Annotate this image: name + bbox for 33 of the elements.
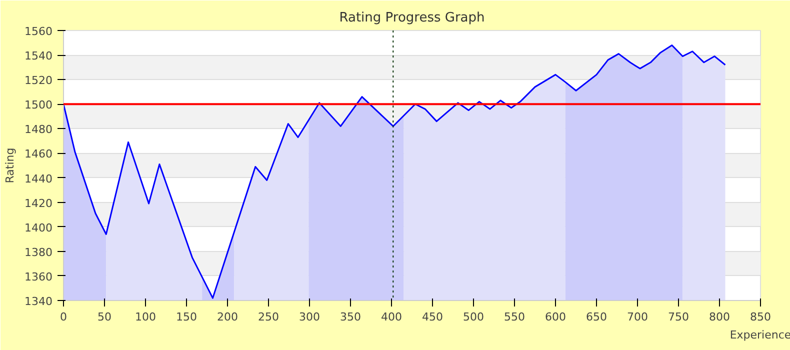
x-tick-label: 750 [668,310,689,324]
x-tick-label: 250 [258,310,279,324]
x-tick-label: 700 [627,310,648,324]
x-tick-label: 50 [98,310,112,324]
x-tick-label: 400 [381,310,402,324]
x-tick-label: 0 [60,310,67,324]
y-tick-label: 1540 [24,50,53,63]
x-tick-label: 800 [709,310,730,324]
x-tick-label: 650 [586,310,607,324]
x-tick-label: 600 [545,310,566,324]
x-tick-label: 300 [299,310,320,324]
x-tick-label: 200 [217,310,238,324]
y-tick-label: 1440 [24,172,53,186]
x-tick-label: 100 [135,310,156,324]
y-tick-label: 1500 [24,98,53,112]
y-tick-label: 1420 [24,196,53,210]
x-tick-label: 450 [422,310,443,324]
chart-title: Rating Progress Graph [339,10,485,26]
x-tick-label: 500 [463,310,484,324]
y-tick-label: 1560 [24,25,53,38]
y-tick-label: 1460 [24,148,53,161]
y-tick-label: 1400 [24,221,53,234]
y-tick-label: 1360 [24,270,53,284]
y-axis-title: Rating [4,148,17,184]
y-tick-label: 1480 [24,123,53,136]
y-tick-label: 1340 [24,295,53,308]
y-tick-label: 1380 [24,246,53,259]
y-tick-label: 1520 [24,74,53,88]
x-tick-label: 350 [340,310,361,324]
x-tick-label: 150 [176,310,197,324]
line-series [64,44,726,299]
x-tick-label: 550 [504,310,525,324]
x-tick-label: 850 [750,310,771,324]
